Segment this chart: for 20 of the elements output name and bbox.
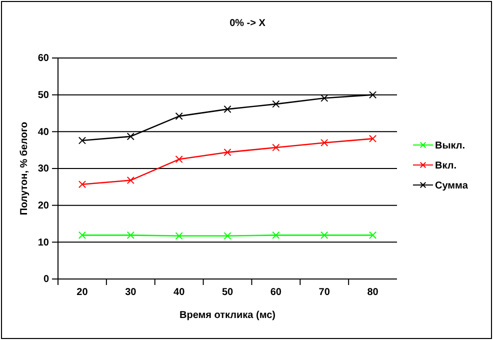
x-tick-label: 70 <box>318 287 330 298</box>
x-tick-label: 40 <box>174 287 186 298</box>
y-tick-label: 50 <box>38 90 50 102</box>
y-tick-label: 60 <box>38 53 50 64</box>
y-tick-label: 20 <box>38 200 50 212</box>
x-tick-label: 80 <box>367 287 379 298</box>
y-tick-label: 30 <box>38 164 50 175</box>
legend-label: Выкл. <box>435 140 466 152</box>
legend-label: Сумма <box>435 180 468 192</box>
y-tick-label: 40 <box>38 126 50 138</box>
legend-label: Вкл. <box>435 160 457 172</box>
x-tick-label: 30 <box>125 287 137 298</box>
x-tick-label: 20 <box>76 287 88 298</box>
chart-title: 0% -> X <box>230 18 266 29</box>
x-tick-label: 50 <box>222 287 234 298</box>
y-axis-title: Полутон, % белого <box>19 122 30 216</box>
x-axis-title: Время отклика (мс) <box>180 310 276 321</box>
y-tick-label: 0 <box>43 274 50 286</box>
x-tick-label: 60 <box>270 287 282 298</box>
y-tick-label: 10 <box>38 237 50 248</box>
